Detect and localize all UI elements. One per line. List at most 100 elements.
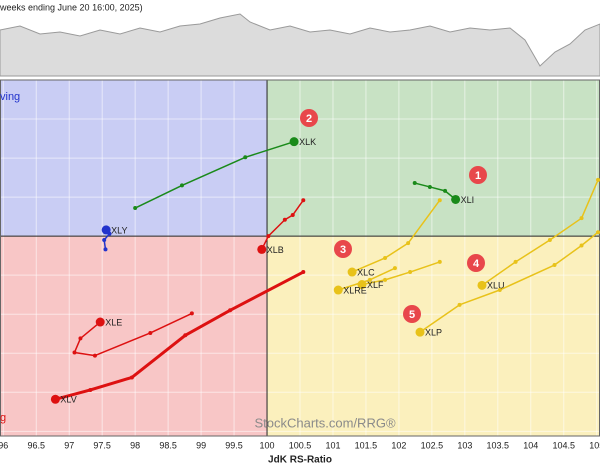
tail-point xyxy=(392,266,397,271)
tail-point xyxy=(547,238,552,243)
annotation-label: 3 xyxy=(340,244,346,256)
tail-point xyxy=(437,259,442,264)
annotation-badge xyxy=(403,305,421,323)
x-tick-label: 104.5 xyxy=(552,440,575,450)
head-point xyxy=(101,225,111,235)
series-label: XLB xyxy=(267,245,284,255)
tail-point xyxy=(102,238,107,243)
head-point xyxy=(451,194,461,204)
tail-line xyxy=(54,270,304,401)
tail-point xyxy=(92,353,97,358)
tail-point xyxy=(266,234,271,239)
tail-point xyxy=(427,184,432,189)
tail-line xyxy=(419,231,599,333)
quadrant-label: ving xyxy=(0,91,20,103)
series-label: XLRE xyxy=(343,285,367,295)
tail-point xyxy=(412,181,417,186)
annotation-badge xyxy=(469,166,487,184)
tail-point xyxy=(513,259,518,264)
series-label: XLE xyxy=(105,317,122,327)
tail-point xyxy=(72,350,77,355)
x-tick-label: 102 xyxy=(391,440,406,450)
head-point xyxy=(347,267,357,277)
x-tick-label: 101 xyxy=(325,440,340,450)
x-tick-label: 99.5 xyxy=(225,440,243,450)
x-tick-label: 100.5 xyxy=(289,440,312,450)
quadrant-label: g xyxy=(0,412,6,424)
tail-point xyxy=(301,198,306,203)
annotation-badge xyxy=(334,240,352,258)
tail-point xyxy=(183,333,188,338)
tail-line xyxy=(414,182,457,201)
annotation-badge xyxy=(467,254,485,272)
watermark: StockCharts.com/RRG® xyxy=(254,415,395,430)
x-tick-label: 97.5 xyxy=(93,440,111,450)
tail-point xyxy=(78,336,83,341)
x-tick-label: 96.5 xyxy=(27,440,45,450)
annotation-badge xyxy=(300,109,318,127)
tail-point xyxy=(443,188,448,193)
x-tick-label: 105 xyxy=(589,440,600,450)
tail-point xyxy=(497,288,502,293)
series-label: XLC xyxy=(357,267,375,277)
annotation-label: 5 xyxy=(409,309,415,321)
tail-point xyxy=(383,277,388,282)
tail-line xyxy=(73,312,193,357)
tail-point xyxy=(228,308,233,313)
tail-point xyxy=(437,198,442,203)
tail-point xyxy=(596,230,600,235)
series-label: XLK xyxy=(299,137,316,147)
head-point xyxy=(289,137,299,147)
tail-point xyxy=(579,243,584,248)
annotation-label: 1 xyxy=(475,170,481,182)
tail-point xyxy=(133,206,138,211)
head-point xyxy=(95,317,105,327)
tail-line xyxy=(361,261,441,286)
annotation-label: 2 xyxy=(306,113,312,125)
tail-point xyxy=(148,330,153,335)
tail-point xyxy=(408,270,413,275)
chart-subtitle: weeks ending June 20 16:00, 2025) xyxy=(0,2,143,12)
series-label: XLF xyxy=(367,280,384,290)
tail-point xyxy=(383,256,388,260)
tail-point xyxy=(367,277,372,282)
tail-point xyxy=(243,155,248,160)
tail-point xyxy=(179,183,184,188)
tail-point xyxy=(596,177,600,182)
tail-line xyxy=(134,140,295,209)
series-label: XLI xyxy=(461,195,475,205)
x-tick-label: 97 xyxy=(64,440,74,450)
tail-point xyxy=(579,216,584,221)
tail-point xyxy=(406,241,411,246)
tail-point xyxy=(103,247,108,252)
head-point xyxy=(477,280,487,290)
x-tick-label: 96 xyxy=(0,440,8,450)
annotation-label: 4 xyxy=(473,258,480,270)
tail-point xyxy=(290,213,295,218)
x-tick-label: 104 xyxy=(523,440,538,450)
tail-point xyxy=(457,302,462,307)
tail-point xyxy=(552,263,557,268)
head-point xyxy=(333,285,343,295)
x-tick-label: 101.5 xyxy=(355,440,378,450)
x-tick-label: 98.5 xyxy=(159,440,177,450)
overview-sparkline xyxy=(0,13,600,77)
head-point xyxy=(415,327,425,337)
tail-point xyxy=(189,311,194,316)
series-label: XLP xyxy=(425,328,442,338)
x-axis-label: JdK RS-Ratio xyxy=(268,455,332,466)
x-tick-label: 100 xyxy=(260,440,275,450)
x-tick-label: 102.5 xyxy=(421,440,444,450)
x-tick-label: 103 xyxy=(457,440,472,450)
quadrant-lagging xyxy=(0,236,268,436)
series-label: XLU xyxy=(487,281,505,291)
x-tick-label: 99 xyxy=(196,440,206,450)
head-point xyxy=(257,244,267,254)
head-point xyxy=(50,394,60,404)
tail-point xyxy=(129,375,134,380)
x-tick-label: 98 xyxy=(130,440,140,450)
series-label: XLV xyxy=(60,395,76,405)
